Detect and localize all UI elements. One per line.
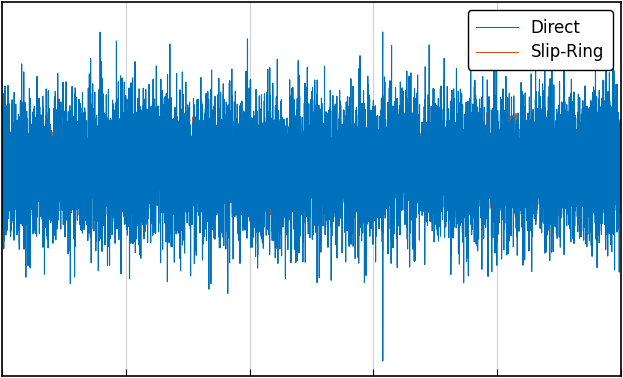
Direct <box>1 229 9 234</box>
Direct <box>301 149 308 153</box>
Direct <box>120 172 127 177</box>
Direct <box>0 104 6 108</box>
Direct <box>379 30 386 34</box>
Direct <box>617 211 623 216</box>
Slip-Ring <box>379 248 386 253</box>
Line: Direct: Direct <box>2 32 621 361</box>
Direct <box>36 96 43 101</box>
Slip-Ring <box>0 167 6 171</box>
Legend: Direct, Slip-Ring: Direct, Slip-Ring <box>467 11 612 70</box>
Slip-Ring <box>36 148 43 152</box>
Slip-Ring <box>24 161 31 166</box>
Slip-Ring <box>584 146 592 151</box>
Direct <box>24 169 31 174</box>
Slip-Ring <box>387 101 394 105</box>
Direct <box>584 122 592 127</box>
Line: Slip-Ring: Slip-Ring <box>2 103 621 250</box>
Slip-Ring <box>1 164 9 169</box>
Direct <box>379 359 386 363</box>
Slip-Ring <box>617 170 623 174</box>
Slip-Ring <box>120 194 127 199</box>
Slip-Ring <box>301 140 308 144</box>
